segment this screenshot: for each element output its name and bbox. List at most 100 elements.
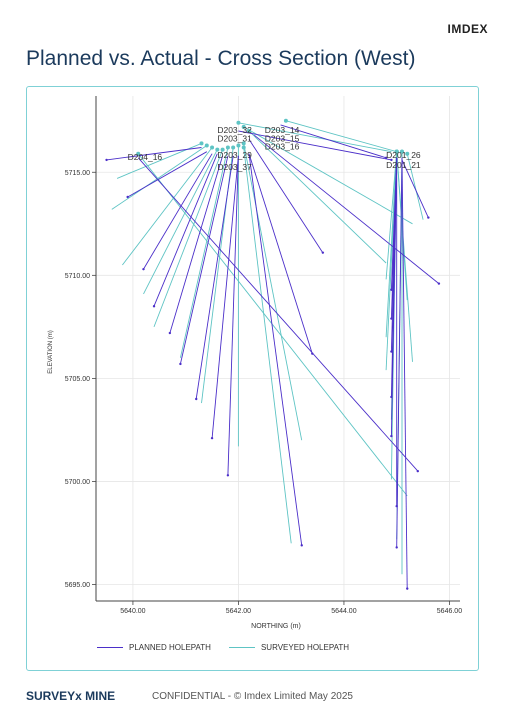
planned-end-marker: [384, 156, 388, 160]
marker-layer: [105, 118, 441, 590]
collar-label: D203_15: [265, 133, 300, 143]
planned-holepath: [248, 153, 303, 546]
planned-holepath: [137, 157, 419, 472]
planned-holepath: [238, 130, 392, 161]
surveyed-holepath: [243, 147, 292, 544]
collar-marker: [241, 145, 246, 150]
collar-marker: [394, 149, 399, 154]
surveyed-holepath: [248, 130, 387, 264]
collar-label: D201_26: [386, 150, 421, 160]
surveyed-holepath: [137, 153, 408, 497]
collar-label: D203_14: [265, 125, 300, 135]
planned-end-marker: [416, 469, 419, 473]
collar-marker: [241, 124, 246, 129]
legend-surveyed-swatch: [228, 647, 255, 648]
legend-surveyed: SURVEYED HOLEPATH: [228, 643, 349, 652]
planned-holepath: [390, 157, 398, 290]
planned-holepath: [248, 153, 313, 354]
collar-marker: [199, 141, 204, 146]
planned-end-marker: [210, 436, 214, 440]
planned-end-marker: [226, 474, 230, 477]
collar-marker: [399, 149, 404, 154]
planned-holepath: [143, 153, 213, 270]
y-tick-label: 5700.00: [65, 479, 90, 486]
surveyed-holepath: [243, 126, 413, 225]
x-axis-label: NORTHING (m): [251, 623, 301, 630]
planned-end-marker: [390, 350, 393, 353]
planned-end-marker: [406, 587, 409, 590]
page-title: Planned vs. Actual - Cross Section (West…: [26, 47, 416, 70]
legend-planned-label: PLANNED HOLEPATH: [129, 643, 211, 652]
x-tick-label: 5640.00: [120, 608, 145, 615]
collar-label: D203_37: [217, 162, 252, 172]
collar-label: D204_16: [128, 152, 163, 162]
legend-planned: PLANNED HOLEPATH: [97, 643, 211, 652]
x-tick-label: 5644.00: [331, 608, 356, 615]
planned-layer: [106, 124, 440, 589]
collar-label: D201_21: [386, 160, 421, 170]
surveyed-holepath: [385, 151, 398, 338]
x-tick-label: 5646.00: [437, 608, 462, 615]
collar-marker: [136, 151, 141, 156]
planned-holepath: [179, 155, 229, 365]
y-tick-label: 5715.00: [65, 170, 90, 177]
collar-label: D203_32: [217, 125, 252, 135]
collar-marker: [225, 145, 230, 150]
planned-holepath: [227, 155, 239, 476]
planned-holepath: [169, 155, 224, 334]
collar-label: D203_31: [217, 133, 252, 143]
surveyed-holepath: [285, 120, 397, 153]
collar-label: D203_16: [265, 142, 300, 152]
collar-marker: [210, 145, 215, 150]
surveyed-holepath: [153, 149, 224, 328]
planned-holepath: [401, 157, 408, 589]
chart-legend: PLANNED HOLEPATH SURVEYED HOLEPATH: [97, 643, 349, 652]
planned-end-marker: [168, 331, 172, 335]
planned-end-marker: [300, 544, 303, 547]
imdex-logo: IMDEX: [447, 22, 488, 36]
planned-end-marker: [390, 317, 393, 320]
planned-end-marker: [311, 352, 314, 355]
surveyed-holepath: [243, 143, 303, 441]
surveyed-holepath: [143, 149, 218, 295]
surveyed-holepath: [111, 145, 208, 210]
planned-holepath: [280, 124, 387, 159]
planned-end-marker: [321, 251, 325, 254]
planned-end-marker: [390, 434, 393, 438]
planned-end-marker: [105, 158, 108, 162]
planned-end-marker: [390, 288, 393, 291]
planned-end-marker: [195, 397, 198, 401]
planned-end-marker: [427, 216, 430, 219]
planned-end-marker: [142, 267, 145, 271]
planned-end-marker: [437, 282, 441, 285]
surveyed-holepath: [385, 151, 398, 280]
collar-label: D203_29: [217, 150, 252, 160]
y-tick-label: 5705.00: [65, 376, 90, 383]
y-tick-label: 5710.00: [65, 273, 90, 280]
collar-marker: [231, 145, 236, 150]
surveyed-holepath: [179, 147, 229, 358]
planned-end-marker: [395, 546, 398, 549]
planned-end-marker: [395, 504, 398, 508]
planned-end-marker: [179, 362, 182, 366]
axis-layer: 5640.00 5642.00 5644.00 5646.00 5695.00 5700.…: [65, 96, 462, 615]
collar-marker: [283, 118, 288, 123]
x-tick-label: 5642.00: [226, 608, 251, 615]
collar-marker: [220, 147, 225, 152]
surveyed-holepath: [122, 147, 213, 266]
planned-holepath: [396, 157, 403, 548]
collar-marker: [405, 151, 410, 156]
surveyed-holepath: [396, 151, 413, 362]
planned-holepath: [106, 147, 202, 161]
collar-marker: [215, 147, 220, 152]
chart-panel: [26, 86, 479, 671]
planned-end-marker: [126, 195, 129, 199]
surveyed-holepath: [238, 122, 392, 153]
surveyed-layer: [111, 120, 424, 575]
collar-marker: [236, 143, 241, 148]
surveyx-mine-logo: SURVEYx MINE: [26, 689, 116, 703]
planned-end-marker: [390, 395, 393, 399]
planned-holepath: [195, 155, 234, 400]
